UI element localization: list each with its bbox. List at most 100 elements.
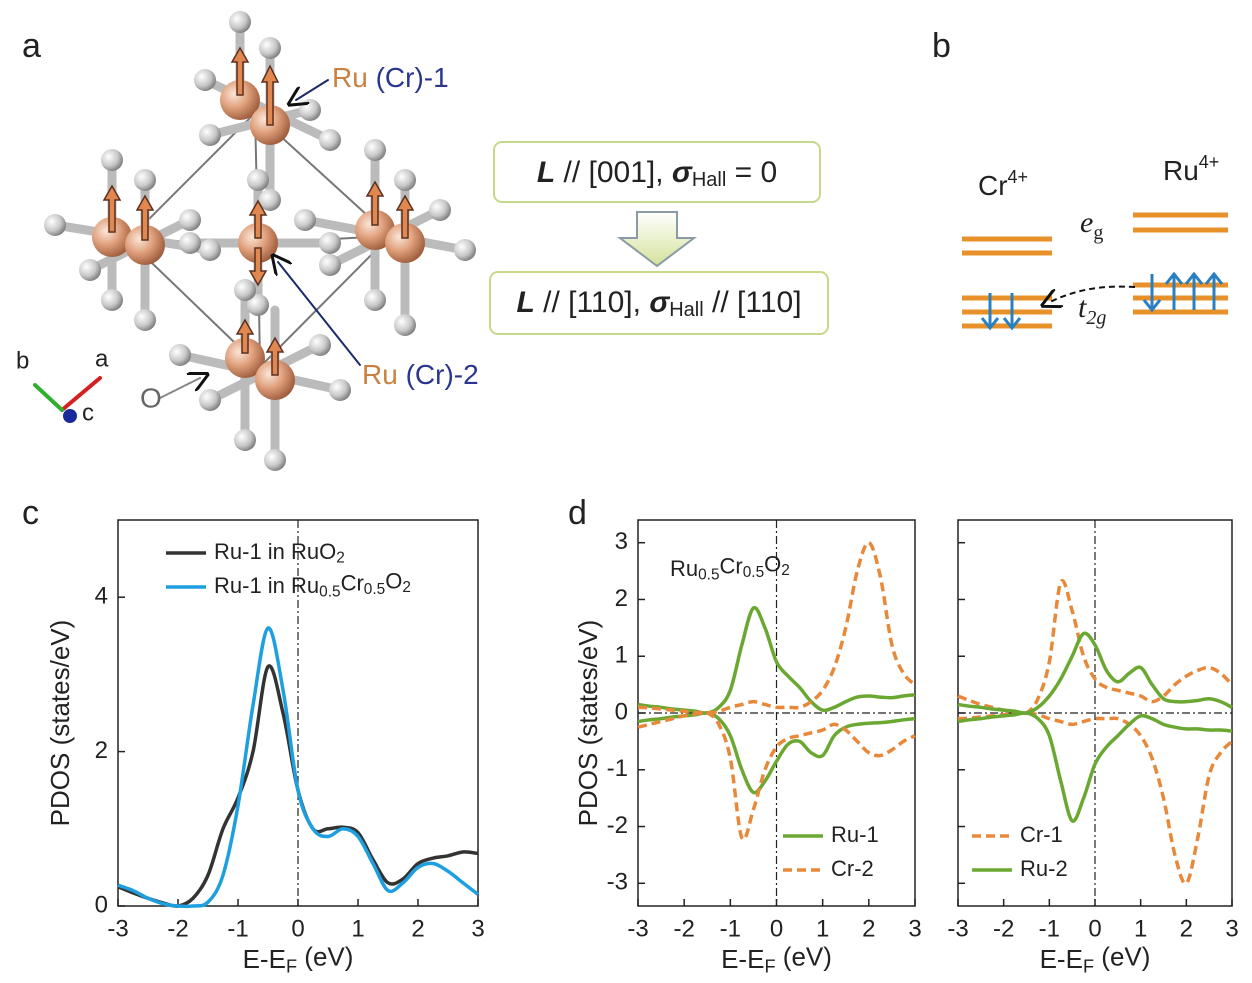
axis-label: a xyxy=(95,345,109,372)
state-text: L // [001], σHall = 0 xyxy=(537,156,777,191)
text-part: Cr xyxy=(720,554,743,579)
y-tick-label: -3 xyxy=(607,869,628,896)
text-part: Ru-1 xyxy=(831,822,879,847)
y-tick-label: -1 xyxy=(607,755,628,782)
legend-label: Ru-1 in RuO2 xyxy=(214,539,345,567)
x-tick-label: -3 xyxy=(107,915,128,942)
x-tick-label: -2 xyxy=(167,915,188,942)
x-tick-label: -1 xyxy=(1039,915,1060,942)
x-tick-label: -1 xyxy=(720,915,741,942)
text-part: Ru-2 xyxy=(1020,856,1068,881)
axis-label: c xyxy=(82,399,94,426)
site-rest: (Cr)-2 xyxy=(398,359,479,390)
text-part: E-E xyxy=(1040,944,1083,974)
y-tick-label: 3 xyxy=(615,528,628,555)
y-tick-label: 0 xyxy=(615,698,628,725)
text-part: (eV) xyxy=(297,941,353,971)
y-tick-label: 1 xyxy=(615,642,628,669)
eg-label: eg xyxy=(1080,206,1103,244)
text-part: O xyxy=(385,568,402,593)
part: σ xyxy=(649,286,670,319)
transition-arrow xyxy=(620,212,694,266)
text-part: Ru-1 in RuO xyxy=(214,539,336,564)
text-part: (eV) xyxy=(776,941,832,971)
ion: Ru xyxy=(1163,155,1199,186)
panel-label: a xyxy=(22,27,41,65)
text-part: 0.5 xyxy=(319,583,340,600)
part: // [001], xyxy=(555,156,672,189)
text-part: 2 xyxy=(781,562,790,579)
y-axis-label: PDOS (states/eV) xyxy=(573,620,603,827)
text-part: (eV) xyxy=(1094,941,1150,971)
x-tick-label: -3 xyxy=(627,915,648,942)
part: L xyxy=(537,156,555,189)
legend-label: Ru-2 xyxy=(1020,856,1068,881)
text-part: O xyxy=(764,551,781,576)
x-tick-label: 0 xyxy=(770,915,783,942)
part: Hall xyxy=(669,299,703,321)
ion-label: Cr4+ xyxy=(978,167,1028,202)
x-tick-label: -1 xyxy=(227,915,248,942)
text-part: F xyxy=(286,956,297,976)
x-tick-label: 3 xyxy=(908,915,921,942)
panel-label: c xyxy=(22,494,39,532)
y-tick-label: 2 xyxy=(95,737,108,764)
text-part: F xyxy=(764,956,775,976)
figure: a b c d xyxy=(0,0,1252,983)
text-part: Cr-2 xyxy=(831,856,874,881)
text-part: 0.5 xyxy=(698,566,719,583)
charge: 4+ xyxy=(1008,167,1029,187)
element: Ru xyxy=(332,62,368,93)
text-part: 2 xyxy=(402,579,411,596)
x-tick-label: 1 xyxy=(351,915,364,942)
part: = 0 xyxy=(726,156,777,189)
panel-label: d xyxy=(568,494,587,532)
text-part: F xyxy=(1083,956,1094,976)
part: Hall xyxy=(692,169,726,191)
part: g xyxy=(1093,222,1103,244)
state-text: L // [110], σHall // [110] xyxy=(516,286,801,321)
text-part: Cr xyxy=(341,571,364,596)
legend-label: Cr-1 xyxy=(1020,822,1063,847)
x-tick-label: 1 xyxy=(816,915,829,942)
x-tick-label: 1 xyxy=(1134,915,1147,942)
text-part: E-E xyxy=(721,944,764,974)
x-tick-label: 3 xyxy=(1225,915,1238,942)
text-part: E-E xyxy=(243,944,286,974)
legend-label: Ru-1 xyxy=(831,822,879,847)
text-part: Cr-1 xyxy=(1020,822,1063,847)
ion: Cr xyxy=(978,170,1008,201)
part: L xyxy=(516,286,534,319)
axis-label: b xyxy=(16,347,29,374)
site-label: Ru (Cr)-2 xyxy=(362,359,479,390)
charge: 4+ xyxy=(1199,152,1220,172)
y-tick-label: 2 xyxy=(615,585,628,612)
x-tick-label: -2 xyxy=(993,915,1014,942)
legend-label: Ru-1 in Ru0.5Cr0.5O2 xyxy=(214,568,411,600)
y-tick-label: 0 xyxy=(95,891,108,918)
y-axis-label: PDOS (states/eV) xyxy=(45,620,75,827)
t2g-label: t2g xyxy=(1078,291,1106,329)
x-tick-label: -2 xyxy=(673,915,694,942)
y-tick-label: 4 xyxy=(95,583,108,610)
x-axis-label: E-EF (eV) xyxy=(721,941,832,976)
text-part: 2 xyxy=(336,549,345,566)
part: σ xyxy=(672,156,693,189)
x-tick-label: 2 xyxy=(411,915,424,942)
x-tick-label: 0 xyxy=(291,915,304,942)
x-tick-label: 2 xyxy=(1180,915,1193,942)
text-part: Ru-1 in Ru xyxy=(214,573,319,598)
part: // [110], xyxy=(535,286,650,319)
part: e xyxy=(1080,206,1093,239)
y-tick-label: -2 xyxy=(607,812,628,839)
site-label: Ru (Cr)-1 xyxy=(332,62,449,93)
part: 2g xyxy=(1086,307,1106,329)
part: // [110] xyxy=(704,286,802,319)
annotation: Ru0.5Cr0.5O2 xyxy=(670,551,790,583)
x-axis-label: E-EF (eV) xyxy=(1040,941,1151,976)
ion-label: Ru4+ xyxy=(1163,152,1219,187)
element: Ru xyxy=(362,359,398,390)
text-part: 0.5 xyxy=(743,564,764,581)
x-tick-label: 2 xyxy=(862,915,875,942)
hopping-arrow xyxy=(1050,287,1135,302)
